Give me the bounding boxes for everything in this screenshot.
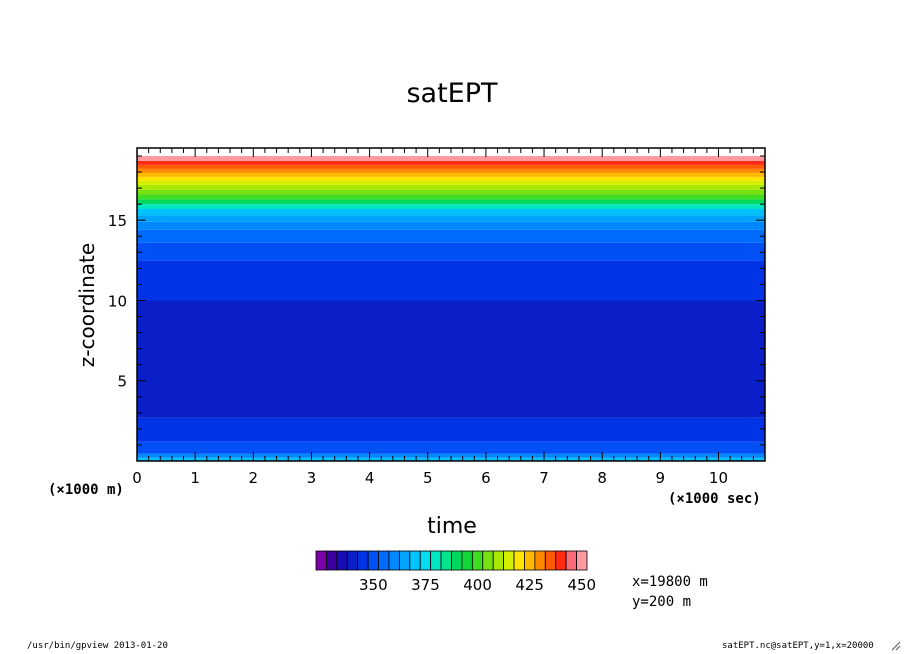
contour-band-10 bbox=[137, 208, 765, 216]
colorbar-swatch-25 bbox=[576, 550, 588, 571]
contour-band-3 bbox=[137, 417, 765, 442]
colorbar-swatch-10 bbox=[419, 550, 432, 571]
x-tick-label: 3 bbox=[307, 469, 317, 487]
x-tick-label: 2 bbox=[249, 469, 259, 487]
colorbar-swatch-8 bbox=[398, 550, 411, 571]
colorbar-swatch-11 bbox=[430, 550, 442, 571]
contour-band-18 bbox=[137, 172, 765, 177]
resize-grip-icon bbox=[891, 641, 901, 651]
info-x: x=19800 m bbox=[632, 574, 708, 590]
colorbar-swatch-13 bbox=[451, 550, 463, 571]
colorbar-tick-label: 425 bbox=[515, 576, 544, 594]
colorbar-swatch-14 bbox=[461, 550, 473, 571]
chart-title: satEPT bbox=[406, 78, 498, 109]
y-axis-label: z-coordinate bbox=[75, 242, 99, 368]
contour-band-16 bbox=[137, 180, 765, 185]
colorbar-swatch-22 bbox=[544, 550, 557, 571]
colorbar-swatch-16 bbox=[482, 550, 494, 571]
y-tick-label: 5 bbox=[117, 373, 127, 391]
colorbar-swatch-5 bbox=[367, 550, 379, 571]
contour-band-14 bbox=[137, 189, 765, 195]
contour-band-17 bbox=[137, 176, 765, 181]
x-tick-label: 4 bbox=[365, 469, 375, 487]
x-tick-label: 8 bbox=[597, 469, 607, 487]
contour-band-15 bbox=[137, 184, 765, 190]
colorbar-tick-label: 400 bbox=[463, 576, 492, 594]
contour-band-12 bbox=[137, 199, 765, 205]
contour-band-19 bbox=[137, 168, 765, 173]
x-axis-unit: (×1000 sec) bbox=[668, 491, 761, 507]
colorbar-swatch-18 bbox=[503, 550, 515, 571]
x-tick-label: 1 bbox=[190, 469, 200, 487]
x-tick-label: 9 bbox=[656, 469, 666, 487]
contour-band-5 bbox=[137, 260, 765, 301]
contour-band-20 bbox=[137, 164, 765, 169]
contour-band-2 bbox=[137, 441, 765, 454]
x-tick-label: 6 bbox=[481, 469, 491, 487]
contour-band-4 bbox=[137, 300, 765, 418]
plot-frame bbox=[136, 147, 766, 462]
contour-band-6 bbox=[137, 242, 765, 261]
colorbar-tick-label: 375 bbox=[411, 576, 440, 594]
x-tick-label: 10 bbox=[709, 469, 728, 487]
colorbar-tick-label: 450 bbox=[567, 576, 596, 594]
contour-band-7 bbox=[137, 229, 765, 243]
colorbar-swatch-1 bbox=[326, 550, 338, 571]
x-tick-label: 0 bbox=[132, 469, 142, 487]
contour-band-22 bbox=[137, 156, 765, 161]
colorbar-swatch-0 bbox=[315, 550, 327, 571]
footer-command: /usr/bin/gpview 2013-01-20 bbox=[27, 641, 168, 651]
contour-band-21 bbox=[137, 160, 765, 165]
colorbar-swatch-3 bbox=[346, 550, 359, 571]
contour-band-1 bbox=[137, 453, 765, 458]
colorbar-swatch-17 bbox=[492, 550, 505, 571]
colorbar-swatch-24 bbox=[565, 550, 577, 571]
colorbar-tick-label: 350 bbox=[359, 576, 388, 594]
x-axis-label: time bbox=[427, 514, 477, 539]
x-tick-label: 7 bbox=[539, 469, 549, 487]
colorbar-swatch-4 bbox=[357, 550, 369, 571]
contour-band-9 bbox=[137, 215, 765, 222]
colorbar-swatch-20 bbox=[524, 550, 536, 571]
y-tick-label: 15 bbox=[108, 212, 127, 230]
contour-bands bbox=[137, 148, 765, 461]
colorbar-swatch-6 bbox=[378, 550, 390, 571]
colorbar-swatch-9 bbox=[409, 550, 421, 571]
colorbar-swatch-21 bbox=[534, 550, 546, 571]
info-y: y=200 m bbox=[632, 594, 692, 610]
colorbar-swatch-12 bbox=[440, 550, 452, 571]
colorbar-swatch-19 bbox=[513, 550, 525, 571]
contour-band-13 bbox=[137, 194, 765, 200]
colorbar-swatch-15 bbox=[471, 550, 484, 571]
colorbar-swatch-2 bbox=[336, 550, 348, 571]
axis-ticks: 0 1 2 3 4 5 6 7 8 9 10 5 10 15 bbox=[108, 148, 766, 487]
footer-source: satEPT.nc@satEPT,y=1,x=20000 bbox=[722, 641, 874, 651]
y-axis-unit: (×1000 m) bbox=[48, 482, 124, 498]
y-tick-label: 10 bbox=[108, 292, 127, 310]
colorbar: 350 375 400 425 450 bbox=[315, 550, 596, 594]
colorbar-swatch-7 bbox=[388, 550, 400, 571]
colorbar-swatch-23 bbox=[555, 550, 567, 571]
x-tick-label: 5 bbox=[423, 469, 433, 487]
contour-band-8 bbox=[137, 221, 765, 230]
contour-band-11 bbox=[137, 204, 765, 209]
